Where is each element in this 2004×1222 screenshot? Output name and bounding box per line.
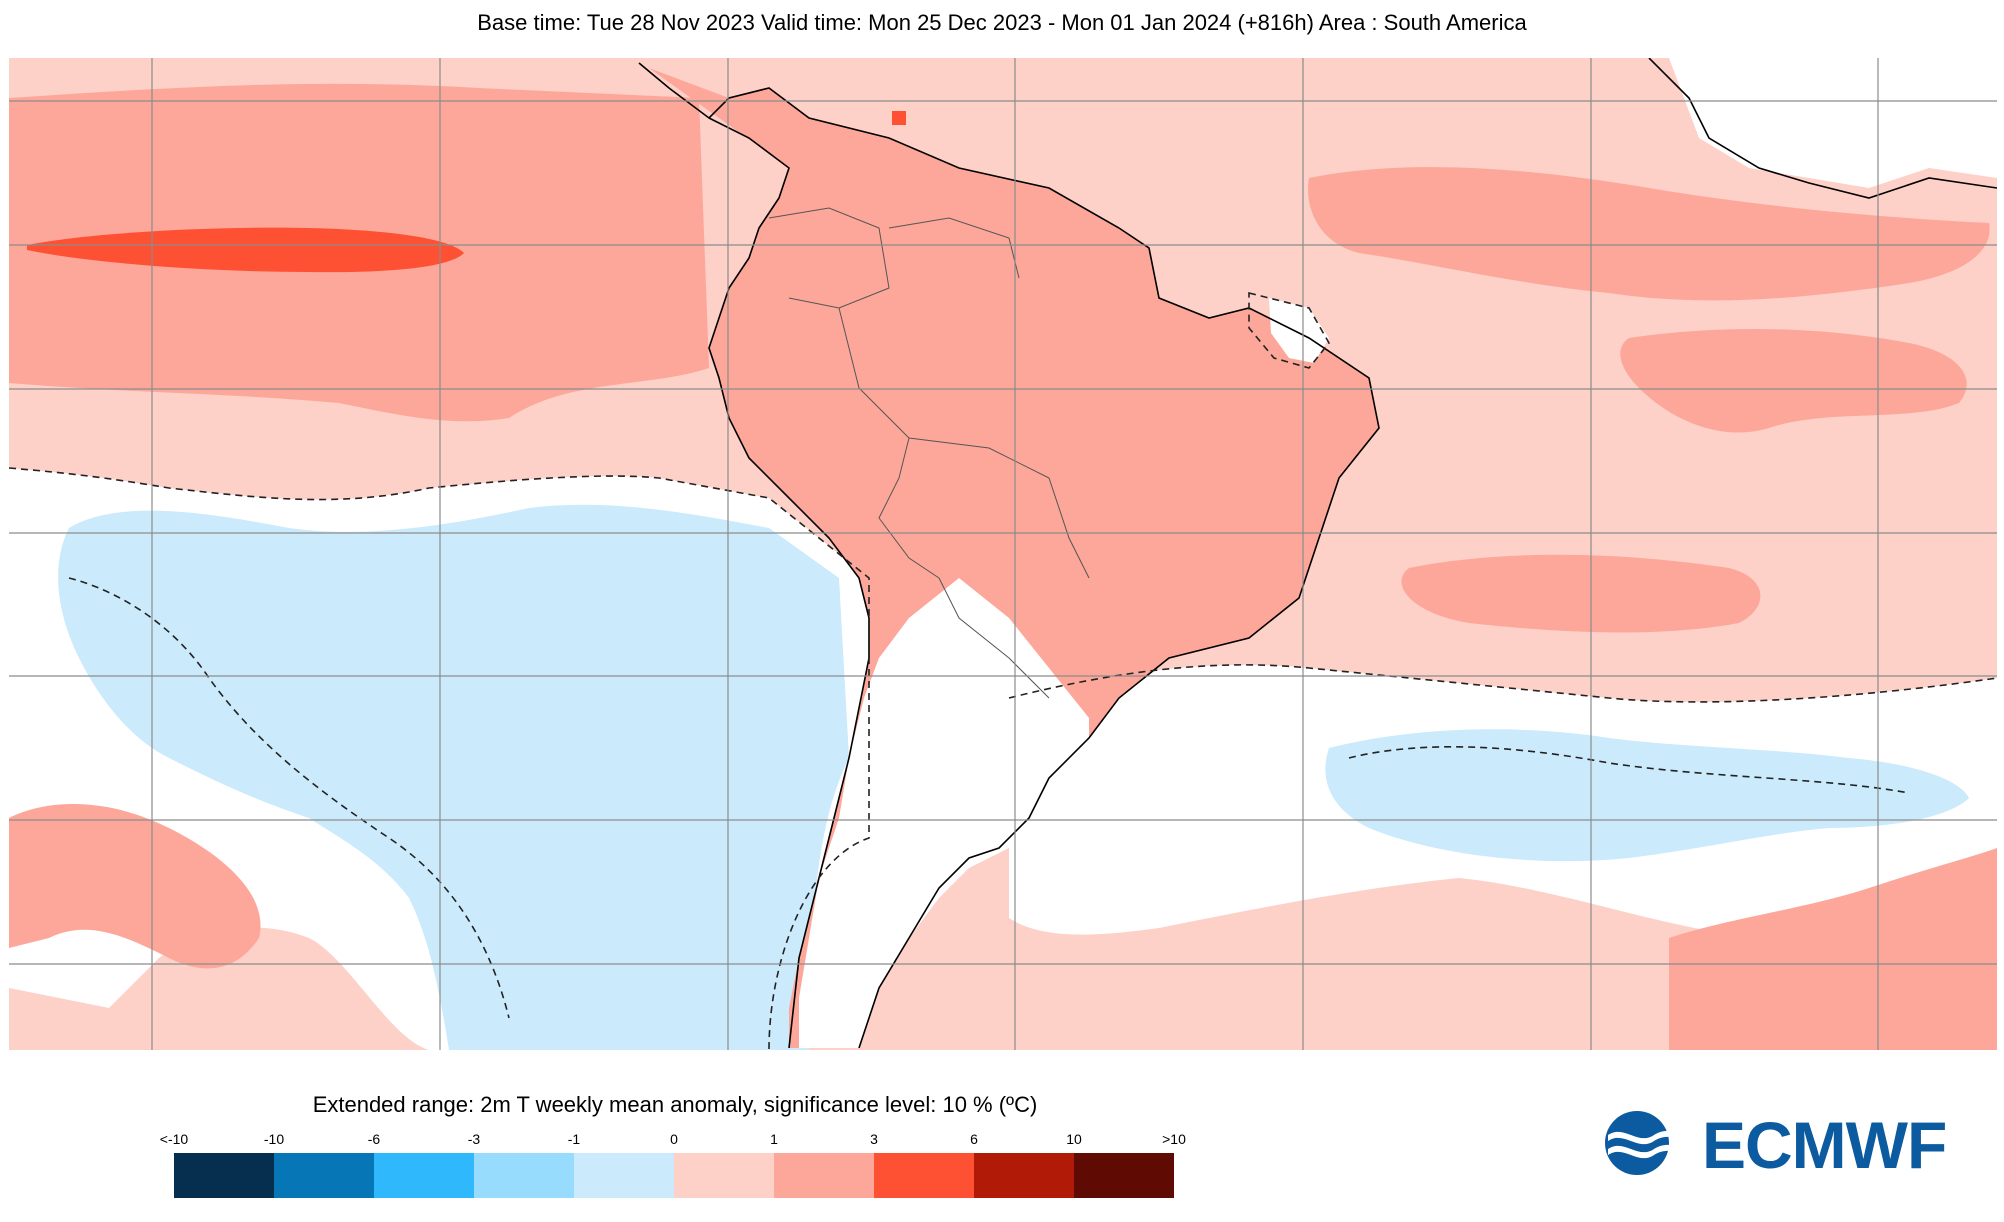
legend-tick-label: -10 bbox=[263, 1131, 285, 1147]
significance-contours bbox=[9, 291, 1997, 1050]
legend-title: Extended range: 2m T weekly mean anomaly… bbox=[312, 1092, 1038, 1117]
legend-swatch bbox=[1074, 1153, 1174, 1198]
coastline bbox=[638, 62, 1380, 1049]
atlantic-warm-band-north bbox=[1308, 167, 1990, 301]
legend-tick-label: <-10 bbox=[159, 1131, 189, 1147]
legend-swatch bbox=[274, 1153, 374, 1198]
legend-tick-label: 0 bbox=[670, 1131, 678, 1147]
legend-swatch bbox=[174, 1153, 274, 1198]
venezuela-hot-spot bbox=[892, 111, 906, 125]
legend-tick-label: -3 bbox=[467, 1131, 481, 1147]
southeast-warm-patch bbox=[1669, 848, 1997, 1050]
southern-cone-neutral bbox=[799, 578, 1089, 1048]
legend-tick-label: 1 bbox=[770, 1131, 778, 1147]
country-borders bbox=[768, 207, 1090, 699]
ecmwf-logo-text: ECMWF bbox=[1702, 1108, 1947, 1182]
central-america-neutral bbox=[1669, 58, 1997, 188]
contour-south-pacific bbox=[9, 467, 870, 1050]
central-america-coastline bbox=[1648, 58, 1997, 199]
latlon-grid bbox=[9, 58, 1997, 1050]
legend-tick-label: >10 bbox=[1162, 1131, 1186, 1147]
map-title: Base time: Tue 28 Nov 2023 Valid time: M… bbox=[477, 10, 1527, 35]
south-pacific-cool bbox=[58, 504, 850, 1050]
ecmwf-logo: ECMWF bbox=[1604, 1110, 1986, 1182]
legend-swatch bbox=[374, 1153, 474, 1198]
legend-tick-label: 6 bbox=[970, 1131, 978, 1147]
legend-swatch bbox=[474, 1153, 574, 1198]
atlantic-warm-band-south bbox=[1401, 554, 1761, 633]
legend-tick-label: -1 bbox=[567, 1131, 581, 1147]
legend-swatch bbox=[874, 1153, 974, 1198]
south-atlantic-cool bbox=[1325, 729, 1969, 862]
southwest-warm-patch bbox=[9, 804, 261, 969]
pacific-hot-core bbox=[27, 227, 464, 273]
legend-swatch bbox=[574, 1153, 674, 1198]
legend-swatch bbox=[774, 1153, 874, 1198]
temperature-anomaly-map bbox=[9, 58, 1997, 1050]
contour-ne-brazil bbox=[1248, 291, 1330, 369]
contour-south-atlantic bbox=[1008, 664, 1997, 703]
legend-tick-label: 3 bbox=[870, 1131, 878, 1147]
ecmwf-waves-icon bbox=[1605, 1111, 1692, 1175]
northeast-brazil-neutral bbox=[1269, 298, 1329, 363]
legend-tick-label: -6 bbox=[367, 1131, 381, 1147]
atlantic-warm-band-mid bbox=[1620, 328, 1967, 433]
contour-south-pacific-inner bbox=[68, 577, 510, 1019]
legend-swatch bbox=[674, 1153, 774, 1198]
legend-tick-label: 10 bbox=[1066, 1131, 1082, 1147]
legend-swatch bbox=[974, 1153, 1074, 1198]
